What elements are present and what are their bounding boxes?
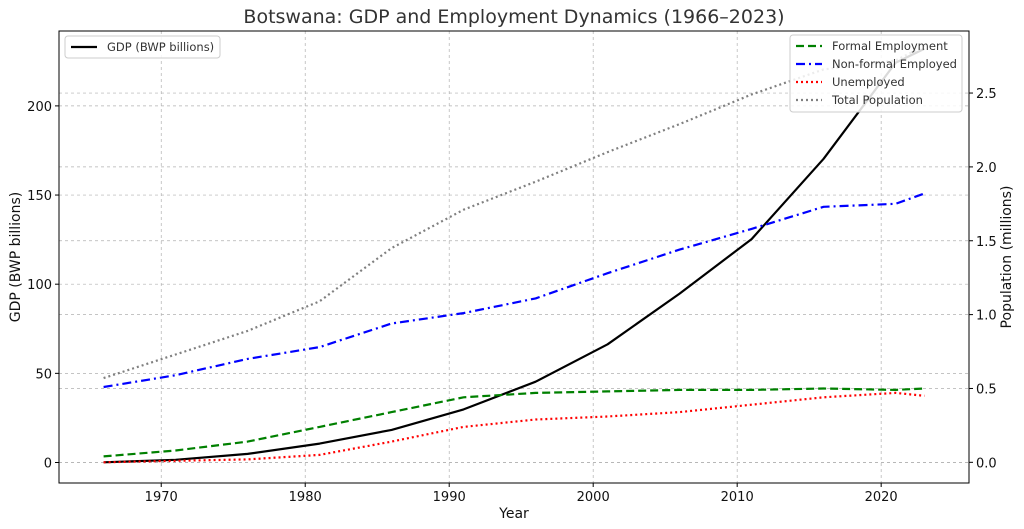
- y-right-tick-label: 0.0: [976, 456, 997, 471]
- y-right-tick-label: 0.5: [976, 382, 997, 397]
- x-axis-label: Year: [498, 506, 529, 522]
- y-axis-right-label: Population (millions): [999, 186, 1015, 329]
- legend-right-label: Total Population: [831, 93, 923, 107]
- x-tick-label: 2000: [577, 490, 610, 505]
- legend-right-box: [789, 34, 963, 113]
- x-tick-label: 2010: [721, 490, 754, 505]
- y-left-tick-label: 150: [27, 189, 52, 204]
- y-axis-left-label: GDP (BWP billions): [8, 192, 24, 322]
- y-right-tick-label: 2.0: [976, 161, 997, 176]
- y-right-tick-label: 1.0: [976, 309, 997, 324]
- legend-left: GDP (BWP billions): [64, 35, 221, 59]
- x-tick-label: 1980: [289, 490, 322, 505]
- legend-right-label: Unemployed: [832, 75, 905, 89]
- series-line-unemployed: [103, 391, 925, 464]
- y-left-tick-label: 200: [27, 100, 52, 115]
- series-line-non-formal-employed: [103, 192, 925, 389]
- legend-right: Formal Employment Non-formal Employed Unem…: [789, 34, 963, 113]
- y-left-tick-label: 50: [35, 367, 52, 382]
- series-lines: [103, 44, 925, 464]
- legend-left-label: GDP (BWP billions): [107, 40, 214, 54]
- x-tick-label: 2020: [865, 490, 898, 505]
- chart-title: Botswana: GDP and Employment Dynamics (1…: [243, 6, 784, 28]
- series-line-formal-employment: [103, 387, 925, 458]
- legend-right-label: Non-formal Employed: [832, 57, 957, 71]
- axis-ticks: 1970 1980 1990 2000 2010 2020 0 50 100 150 200 0.0 0…: [27, 87, 997, 505]
- x-tick-label: 1970: [145, 490, 178, 505]
- y-right-tick-label: 1.5: [976, 235, 997, 250]
- x-tick-label: 1990: [433, 490, 466, 505]
- plot-frame: [58, 30, 970, 484]
- legend-right-label: Formal Employment: [832, 39, 948, 53]
- y-left-tick-label: 100: [27, 278, 52, 293]
- y-left-tick-label: 0: [44, 456, 52, 471]
- y-right-tick-label: 2.5: [976, 87, 997, 102]
- legend-left-box: [64, 35, 221, 59]
- series-line-gdp-bwp-billions: [103, 47, 925, 464]
